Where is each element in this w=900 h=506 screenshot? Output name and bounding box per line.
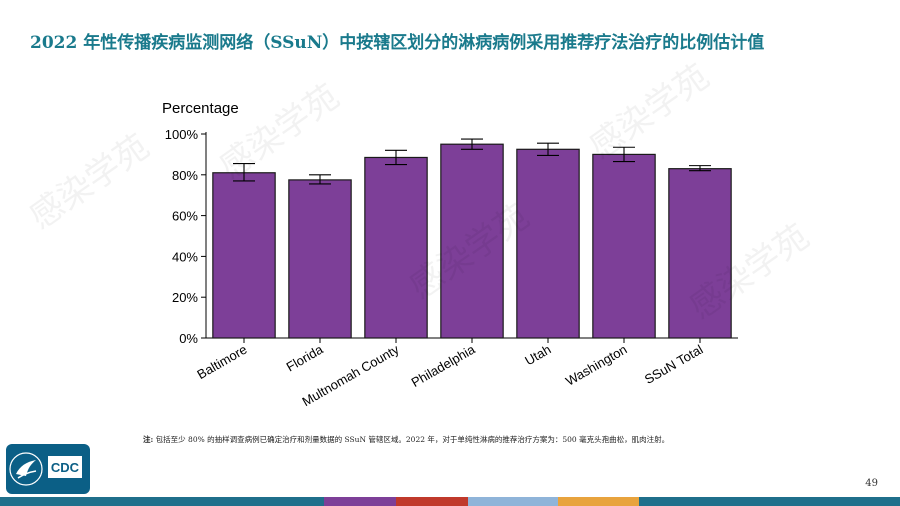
slide-title: 2022 年性传播疾病监测网络（SSuN）中按辖区划分的淋病病例采用推荐疗法治疗…	[30, 33, 765, 53]
y-tick-label: 80%	[172, 168, 198, 183]
x-tick-label: Philadelphia	[409, 341, 479, 390]
footer-stripe	[468, 497, 558, 506]
footer-stripe	[0, 497, 108, 506]
page-number: 49	[865, 478, 878, 489]
bar	[592, 153, 656, 339]
y-tick-label: 100%	[165, 127, 199, 142]
footer-stripe	[396, 497, 468, 506]
footer-stripe	[216, 497, 324, 506]
bar	[516, 148, 580, 339]
footer-stripe	[639, 497, 900, 506]
x-tick-label: Baltimore	[194, 342, 249, 382]
x-tick-label: Utah	[522, 342, 553, 369]
logo-text: CDC	[51, 460, 80, 475]
watermark: 感染学苑	[212, 77, 346, 188]
footnote-text: 包括至少 80% 的抽样调查病例已确定治疗和剂量数据的 SSuN 管辖区域。20…	[155, 435, 670, 444]
bar	[212, 172, 276, 339]
x-tick-label: Washington	[563, 342, 630, 389]
y-tick-label: 60%	[172, 209, 198, 224]
footer-stripe	[324, 497, 396, 506]
footer-color-bar	[0, 497, 900, 506]
watermark: 感染学苑	[582, 57, 716, 168]
y-tick-label: 40%	[172, 249, 198, 264]
cdc-logo: CDC	[6, 444, 90, 494]
x-tick-label: Florida	[284, 341, 327, 374]
bar	[364, 156, 428, 339]
watermark: 感染学苑	[22, 127, 156, 238]
footnote: 注: 包括至少 80% 的抽样调查病例已确定治疗和剂量数据的 SSuN 管辖区域…	[143, 434, 669, 445]
hhs-eagle-icon: CDC	[9, 452, 82, 486]
bar	[288, 179, 352, 339]
bar-chart: Percentage 0% 20% 40% 60% 80% 100% Baltimore Flo…	[22, 57, 816, 410]
y-axis-label: Percentage	[162, 100, 239, 117]
x-tick-label: SSuN Total	[642, 342, 706, 387]
footnote-label: 注:	[143, 435, 154, 444]
y-tick-label: 20%	[172, 290, 198, 305]
footer-stripe	[108, 497, 216, 506]
footer-stripe	[558, 497, 639, 506]
y-tick-label: 0%	[179, 331, 198, 346]
